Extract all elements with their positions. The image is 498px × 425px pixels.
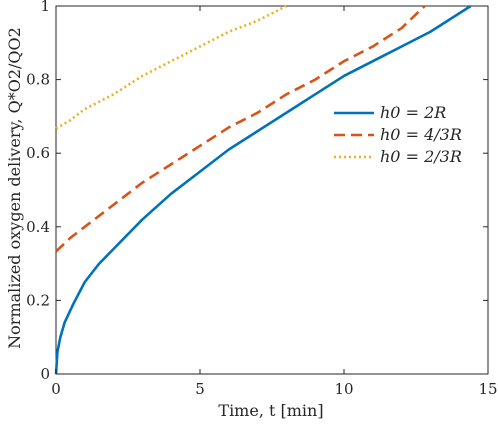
x-tick-label: 0 <box>51 380 61 398</box>
series-line-2 <box>55 5 426 253</box>
y-tick-label: 0.4 <box>26 218 50 236</box>
plot-area: 0 5 10 15 0 0.2 0.4 0.6 0.8 1 <box>26 0 497 398</box>
series-line-1 <box>54 4 472 375</box>
x-tick-label: 15 <box>478 380 497 398</box>
legend-label-1: h0 = 2R <box>380 103 446 122</box>
y-tick-label: 1 <box>40 0 50 15</box>
legend: h0 = 2R h0 = 4/3R h0 = 2/3R <box>334 103 462 166</box>
y-tick-label: 0.6 <box>26 144 50 162</box>
x-tick-label: 5 <box>195 380 205 398</box>
y-tick-label: 0 <box>40 365 50 383</box>
y-axis-label: Normalized oxygen delivery, Q*O2/QO2 <box>5 27 24 349</box>
x-axis-title: Time, t [min] <box>218 401 323 420</box>
y-axis-title: Normalized oxygen delivery, Q*O2/QO2 <box>5 27 24 349</box>
y-tick-label: 0.8 <box>26 71 50 89</box>
y-tick-label: 0.2 <box>26 291 50 309</box>
ticks-layer: 0 5 10 15 0 0.2 0.4 0.6 0.8 1 <box>26 0 497 398</box>
axes-frame <box>55 5 489 375</box>
x-tick-label: 10 <box>334 380 353 398</box>
legend-label-2: h0 = 4/3R <box>380 125 462 144</box>
legend-label-3: h0 = 2/3R <box>380 147 462 166</box>
series-line-3 <box>55 4 287 130</box>
series-layer <box>54 4 472 375</box>
x-axis-label: Time, t [min] <box>218 401 323 420</box>
